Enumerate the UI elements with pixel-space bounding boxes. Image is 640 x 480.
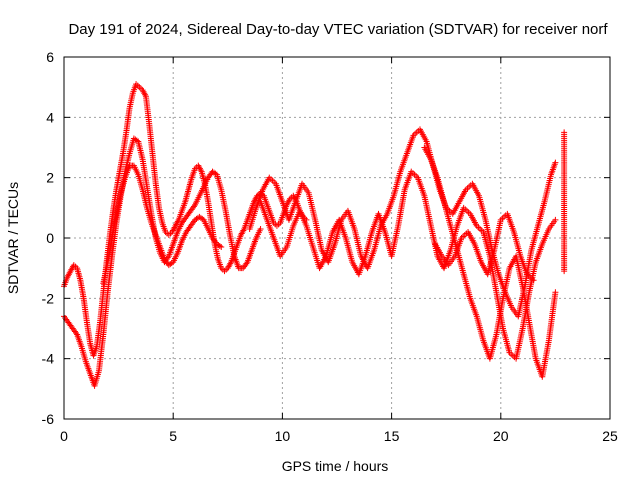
y-axis-label: SDTVAR / TECUs (5, 182, 21, 294)
axis-ticks: 0 5 10 15 20 25 -6 -4 -2 0 2 4 6 (42, 49, 618, 444)
x-tick-label: 25 (602, 428, 618, 444)
x-tick-label: 15 (384, 428, 400, 444)
data-point (552, 289, 559, 296)
y-tick-label: 2 (46, 170, 54, 186)
series-sat-track-g (432, 210, 537, 284)
data-point (552, 216, 559, 223)
x-tick-label: 10 (275, 428, 291, 444)
x-tick-label: 20 (493, 428, 509, 444)
data-point (257, 225, 264, 232)
y-tick-label: 6 (46, 49, 54, 65)
series-sat-track-d (246, 126, 559, 320)
data-point (216, 243, 223, 250)
y-tick-label: -4 (42, 351, 55, 367)
series-sat-track-f (421, 144, 559, 380)
series-sat-track-h (561, 129, 568, 275)
x-tick-label: 0 (60, 428, 68, 444)
data-point (530, 277, 537, 284)
data-point (552, 159, 559, 166)
data-point (561, 268, 568, 275)
series-sat-track-e (257, 168, 559, 362)
x-tick-label: 5 (169, 428, 177, 444)
data-points (61, 81, 568, 389)
y-tick-label: -2 (42, 290, 55, 306)
series-sat-track-c (100, 162, 225, 287)
data-point (218, 244, 225, 251)
y-tick-label: 0 (46, 230, 54, 246)
y-tick-label: 4 (46, 109, 54, 125)
x-axis-label: GPS time / hours (282, 458, 389, 474)
y-tick-label: -6 (42, 411, 55, 427)
chart-title: Day 191 of 2024, Sidereal Day-to-day VTE… (68, 21, 608, 38)
